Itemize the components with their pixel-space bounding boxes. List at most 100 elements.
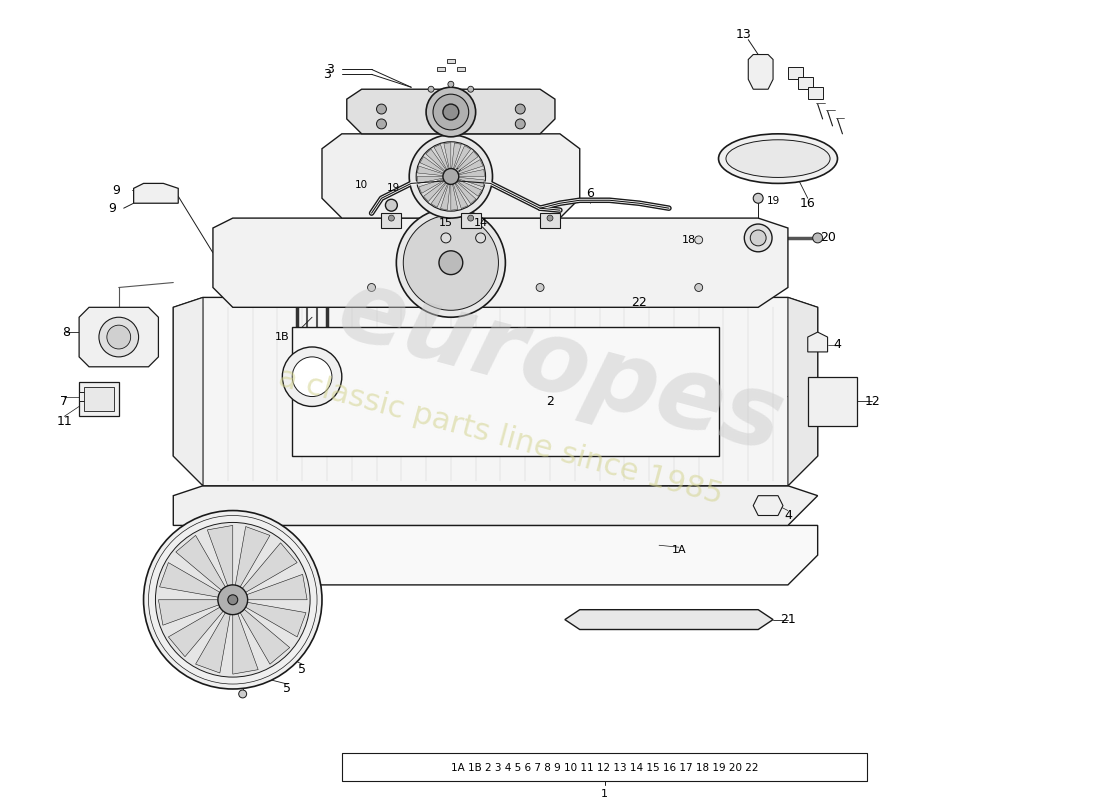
Polygon shape bbox=[788, 67, 803, 79]
Polygon shape bbox=[452, 143, 461, 169]
Text: 13: 13 bbox=[736, 28, 751, 41]
Text: 6: 6 bbox=[585, 187, 594, 200]
Circle shape bbox=[448, 82, 454, 87]
Text: europes: europes bbox=[327, 261, 793, 473]
Polygon shape bbox=[565, 610, 773, 630]
Text: 10: 10 bbox=[355, 180, 368, 190]
Circle shape bbox=[228, 595, 238, 605]
Polygon shape bbox=[246, 574, 307, 600]
Text: 3: 3 bbox=[326, 63, 334, 76]
Polygon shape bbox=[133, 183, 178, 203]
Circle shape bbox=[754, 194, 763, 203]
Bar bbox=[437, 67, 444, 71]
Circle shape bbox=[813, 233, 823, 243]
Text: 4: 4 bbox=[834, 338, 842, 351]
Circle shape bbox=[475, 233, 485, 243]
Circle shape bbox=[439, 251, 463, 274]
Polygon shape bbox=[458, 160, 483, 174]
Bar bbox=[79, 391, 99, 402]
Bar bbox=[382, 213, 402, 228]
Circle shape bbox=[695, 236, 703, 244]
Polygon shape bbox=[440, 184, 450, 210]
Polygon shape bbox=[176, 535, 226, 590]
Circle shape bbox=[515, 104, 525, 114]
Circle shape bbox=[218, 585, 248, 614]
Polygon shape bbox=[419, 179, 444, 194]
Polygon shape bbox=[346, 90, 556, 134]
Circle shape bbox=[396, 208, 505, 318]
Circle shape bbox=[155, 522, 310, 677]
Circle shape bbox=[409, 135, 493, 218]
Polygon shape bbox=[454, 146, 471, 170]
Polygon shape bbox=[174, 526, 817, 585]
Circle shape bbox=[107, 325, 131, 349]
Polygon shape bbox=[168, 607, 223, 657]
Polygon shape bbox=[444, 142, 451, 169]
Bar bbox=[293, 327, 718, 456]
Text: 3: 3 bbox=[323, 68, 331, 81]
Text: 14: 14 bbox=[473, 218, 487, 228]
Text: 5: 5 bbox=[284, 682, 292, 695]
Polygon shape bbox=[233, 614, 258, 674]
Polygon shape bbox=[160, 562, 220, 597]
Circle shape bbox=[376, 119, 386, 129]
Polygon shape bbox=[453, 183, 468, 209]
Polygon shape bbox=[240, 610, 289, 664]
Text: 17: 17 bbox=[449, 169, 463, 178]
Circle shape bbox=[385, 199, 397, 211]
Circle shape bbox=[428, 86, 435, 92]
Text: 19: 19 bbox=[387, 183, 400, 194]
Circle shape bbox=[443, 169, 459, 184]
Polygon shape bbox=[174, 298, 204, 486]
Polygon shape bbox=[459, 178, 484, 187]
Text: 8: 8 bbox=[63, 326, 70, 338]
Circle shape bbox=[426, 87, 475, 137]
Circle shape bbox=[293, 357, 332, 397]
Text: 22: 22 bbox=[631, 296, 647, 309]
Polygon shape bbox=[420, 157, 444, 174]
Polygon shape bbox=[417, 166, 443, 176]
Polygon shape bbox=[798, 78, 813, 90]
Circle shape bbox=[388, 215, 395, 221]
Polygon shape bbox=[456, 151, 478, 172]
Polygon shape bbox=[158, 600, 219, 625]
Polygon shape bbox=[807, 332, 827, 352]
Polygon shape bbox=[455, 182, 476, 204]
Circle shape bbox=[695, 283, 703, 291]
Text: 11: 11 bbox=[56, 415, 73, 428]
Polygon shape bbox=[235, 526, 270, 587]
Bar bbox=[456, 67, 464, 71]
Circle shape bbox=[433, 94, 469, 130]
Ellipse shape bbox=[718, 134, 837, 183]
Circle shape bbox=[143, 510, 322, 689]
Circle shape bbox=[239, 690, 246, 698]
Bar bbox=[540, 213, 560, 228]
Ellipse shape bbox=[726, 140, 830, 178]
Text: 1: 1 bbox=[601, 789, 608, 799]
Circle shape bbox=[416, 142, 485, 211]
Polygon shape bbox=[431, 183, 448, 207]
Circle shape bbox=[468, 86, 474, 92]
Polygon shape bbox=[807, 377, 857, 426]
Polygon shape bbox=[754, 496, 783, 515]
Bar bbox=[84, 386, 113, 411]
Circle shape bbox=[547, 215, 553, 221]
Circle shape bbox=[404, 215, 498, 310]
Text: 1A: 1A bbox=[672, 545, 686, 555]
Text: 4: 4 bbox=[784, 509, 792, 522]
Bar bbox=[447, 59, 454, 63]
Circle shape bbox=[515, 119, 525, 129]
Polygon shape bbox=[458, 180, 482, 196]
Circle shape bbox=[367, 283, 375, 291]
Circle shape bbox=[441, 233, 451, 243]
Circle shape bbox=[443, 104, 459, 120]
Polygon shape bbox=[242, 543, 297, 592]
Polygon shape bbox=[424, 181, 446, 202]
Polygon shape bbox=[417, 177, 443, 183]
Polygon shape bbox=[245, 602, 306, 637]
Polygon shape bbox=[213, 218, 788, 307]
Circle shape bbox=[99, 318, 139, 357]
Text: 12: 12 bbox=[865, 395, 880, 408]
Polygon shape bbox=[79, 307, 158, 366]
Text: 19: 19 bbox=[767, 196, 780, 206]
